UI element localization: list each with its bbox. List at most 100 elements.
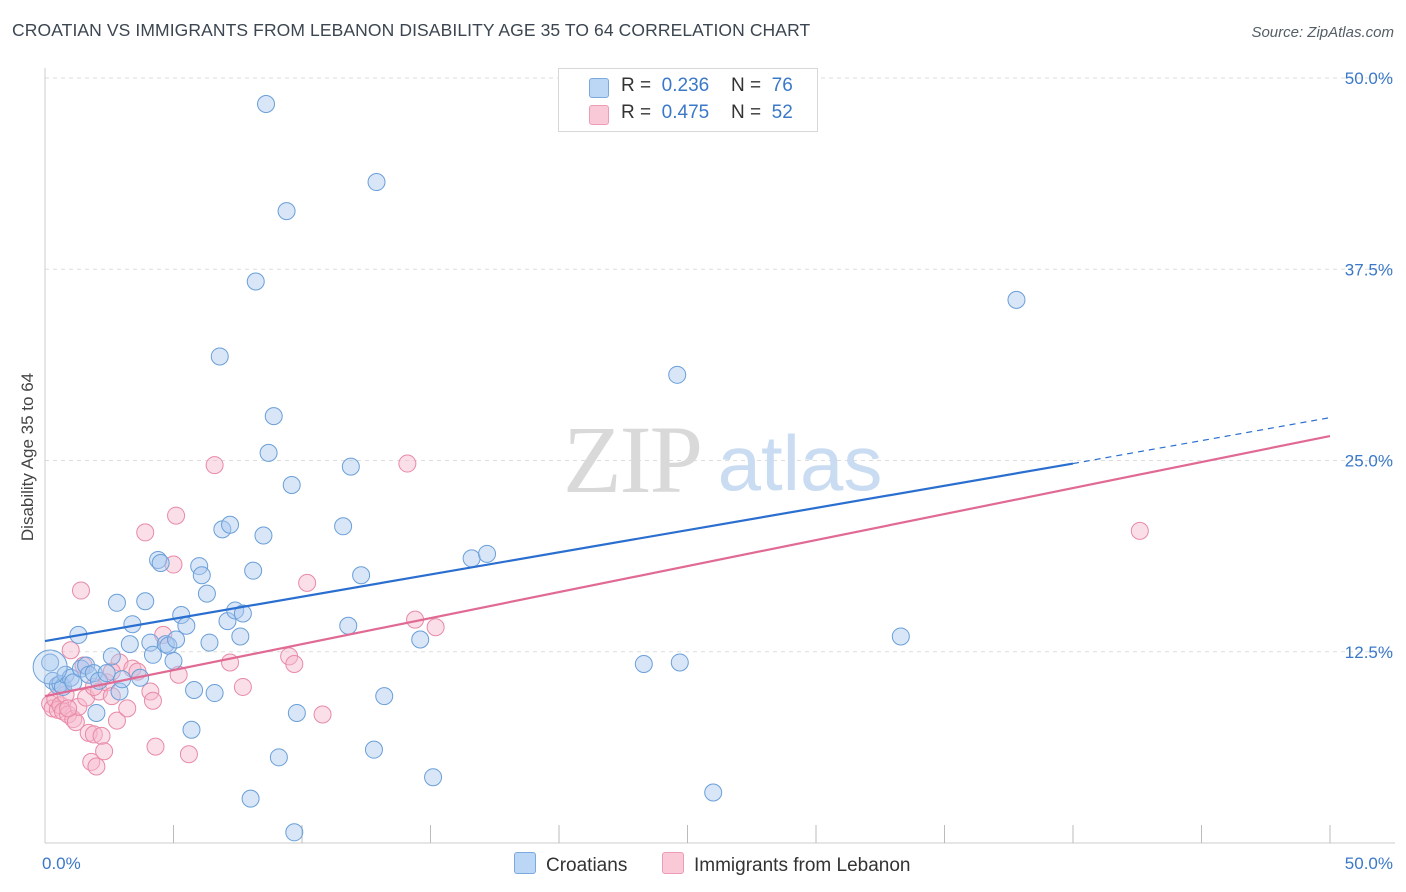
croatians-point — [254, 526, 273, 545]
legend-label-lebanon: Immigrants from Lebanon — [694, 855, 911, 876]
croatians-point — [210, 347, 229, 366]
croatians-point — [375, 687, 394, 706]
croatians-point — [241, 789, 260, 808]
series-legend: Croatians Immigrants from Lebanon — [0, 852, 1406, 878]
lebanon-point — [143, 691, 162, 710]
croatians-point — [107, 593, 126, 612]
stats-legend: R = 0.236 N = 76 R = 0.475 N = 52 — [558, 68, 818, 132]
croatians-point — [233, 604, 252, 623]
croatians-point — [1007, 290, 1026, 309]
croatians-point — [246, 272, 265, 291]
lebanon-point — [66, 713, 85, 732]
legend-item-lebanon[interactable]: Immigrants from Lebanon — [662, 852, 911, 877]
lebanon-n-value: 52 — [771, 102, 793, 123]
croatians-point — [97, 664, 116, 683]
croatians-point — [285, 823, 304, 842]
lebanon-point — [95, 742, 114, 761]
croatians-point — [192, 566, 211, 585]
lebanon-point — [1130, 521, 1149, 540]
legend-item-croatians[interactable]: Croatians — [514, 852, 627, 877]
axes — [44, 68, 1395, 844]
watermark-zip: ZIP — [563, 406, 701, 513]
croatians-point-large — [32, 649, 68, 685]
croatians-point — [364, 740, 383, 759]
lebanon-point — [313, 705, 332, 724]
series-lebanon-points — [41, 454, 1149, 776]
lebanon-r: R = 0.475 — [621, 102, 710, 123]
croatians-point — [462, 549, 481, 568]
lebanon-point — [146, 737, 165, 756]
croatians-n: N = 76 — [731, 75, 793, 96]
tick-labels: 12.5% 25.0% 37.5% 50.0% 0.0% 50.0% — [42, 69, 1393, 873]
croatians-point — [231, 627, 250, 646]
croatians-point — [244, 561, 263, 580]
croatians-point — [221, 515, 240, 534]
lebanon-point — [92, 726, 111, 745]
watermark: ZIP atlas — [563, 406, 882, 513]
croatians-point — [197, 584, 216, 603]
lebanon-point — [59, 699, 78, 718]
croatians-point — [200, 633, 219, 652]
legend-swatch-lebanon — [662, 852, 684, 874]
lebanon-n: N = 52 — [731, 102, 793, 123]
stats-row-croatians: R = 0.236 N = 76 — [559, 74, 817, 100]
lebanon-point — [398, 454, 417, 473]
croatians-point — [668, 365, 687, 384]
croatians-point — [264, 407, 283, 426]
croatians-point — [120, 635, 139, 654]
croatians-point — [164, 651, 183, 670]
y-tick-label: 25.0% — [1345, 452, 1393, 471]
croatians-point — [282, 475, 301, 494]
croatians-point — [259, 443, 278, 462]
watermark-atlas: atlas — [718, 419, 883, 507]
croatians-point — [102, 647, 121, 666]
croatians-point — [143, 645, 162, 664]
croatians-point — [182, 720, 201, 739]
y-tick-label: 12.5% — [1345, 643, 1393, 662]
x-tick-label-min: 0.0% — [42, 854, 81, 873]
y-tick-label: 37.5% — [1345, 260, 1393, 279]
croatians-point — [424, 768, 443, 787]
lebanon-point — [179, 745, 198, 764]
trend-lines — [44, 417, 1331, 698]
y-axis-label: Disability Age 35 to 64 — [18, 373, 37, 541]
lebanon-point — [118, 699, 137, 718]
croatians-point — [167, 630, 186, 649]
croatians-point — [149, 550, 168, 569]
lebanon-swatch — [589, 105, 609, 125]
croatians-point — [670, 653, 689, 672]
lebanon-point — [136, 523, 155, 542]
croatians-point — [277, 202, 296, 221]
source-credit: Source: ZipAtlas.com — [1251, 24, 1394, 41]
croatians-point — [891, 627, 910, 646]
croatians-point — [704, 783, 723, 802]
legend-label-croatians: Croatians — [546, 855, 628, 876]
lebanon-trend-line — [44, 434, 1331, 698]
lebanon-point — [233, 677, 252, 696]
x-tick-label-max: 50.0% — [1345, 854, 1393, 873]
croatians-point — [218, 612, 237, 631]
croatians-point — [257, 95, 276, 114]
lebanon-point — [84, 725, 103, 744]
croatians-point — [185, 681, 204, 699]
croatians-point — [269, 748, 288, 767]
croatians-r-value: 0.236 — [661, 75, 710, 96]
chart-title: CROATIAN VS IMMIGRANTS FROM LEBANON DISA… — [12, 20, 811, 40]
croatians-point — [352, 566, 371, 585]
stats-row-lebanon: R = 0.475 N = 52 — [559, 101, 817, 127]
croatians-point — [341, 457, 360, 476]
croatians-point — [287, 703, 306, 722]
y-tick-label: 50.0% — [1345, 69, 1393, 88]
croatians-point — [334, 517, 353, 536]
croatians-point — [205, 684, 224, 703]
croatians-point — [177, 616, 196, 635]
croatians-trend-line — [44, 462, 1074, 643]
lebanon-point — [426, 618, 445, 637]
lebanon-point — [167, 506, 186, 525]
croatians-point — [478, 544, 497, 563]
lebanon-r-value: 0.475 — [661, 102, 710, 123]
croatians-point — [41, 653, 60, 672]
croatians-point — [151, 554, 170, 573]
lebanon-point — [107, 711, 126, 730]
